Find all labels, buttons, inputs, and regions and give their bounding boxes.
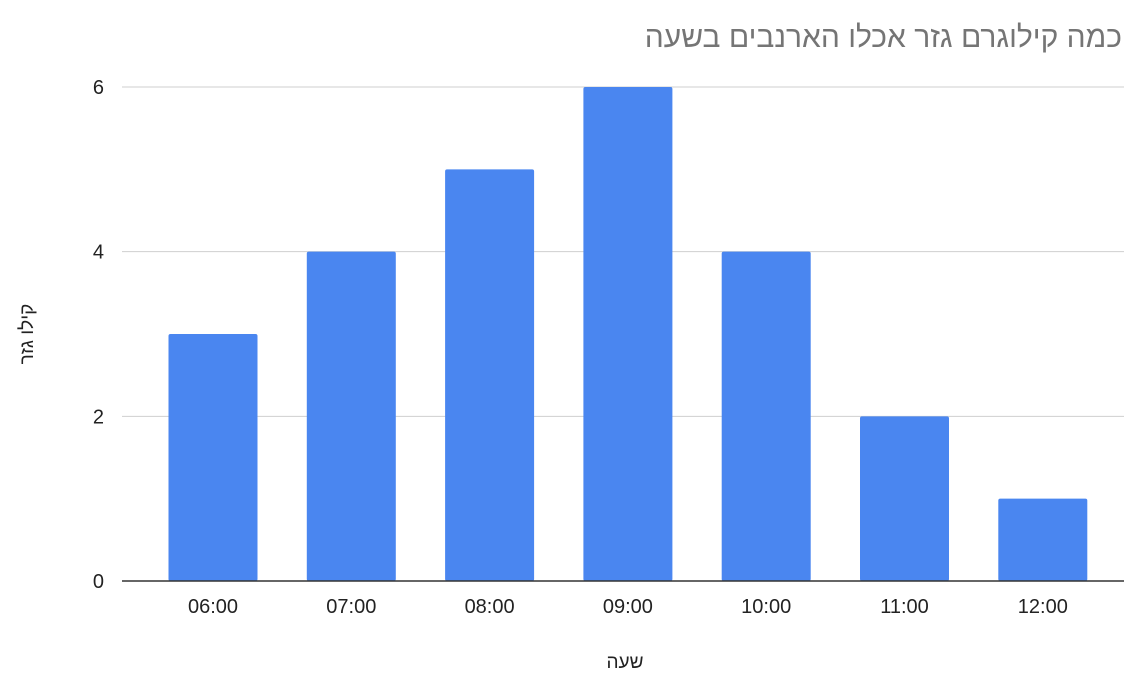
x-tick-label: 10:00: [741, 596, 791, 618]
y-tick-label: 6: [93, 77, 104, 99]
y-axis-ticks: 0 2 4 6: [93, 77, 104, 593]
y-tick-label: 4: [93, 242, 104, 264]
bar: [168, 334, 258, 581]
bar: [583, 87, 673, 581]
bar: [445, 169, 535, 582]
x-tick-label: 11:00: [880, 596, 929, 618]
bar: [998, 498, 1088, 581]
y-tick-label: 0: [93, 571, 104, 593]
y-axis-label: קילו גזר: [17, 304, 38, 365]
bar: [721, 251, 811, 581]
x-tick-label: 08:00: [465, 596, 515, 618]
chart-title: כמה קילוגרם גזר אכלו הארנבים בשעה: [645, 21, 1122, 54]
x-tick-label: 09:00: [603, 596, 653, 618]
bar: [860, 416, 949, 581]
x-tick-label: 06:00: [188, 596, 238, 618]
y-tick-label: 2: [93, 406, 104, 428]
x-tick-label: 12:00: [1018, 596, 1068, 618]
x-axis-ticks: 06:00 07:00 08:00 09:00 10:00 11:00 12:00: [188, 596, 1068, 618]
bar: [306, 251, 396, 581]
bars: [168, 87, 1088, 582]
x-axis-label: שעה: [607, 652, 644, 673]
x-tick-label: 07:00: [326, 596, 376, 618]
